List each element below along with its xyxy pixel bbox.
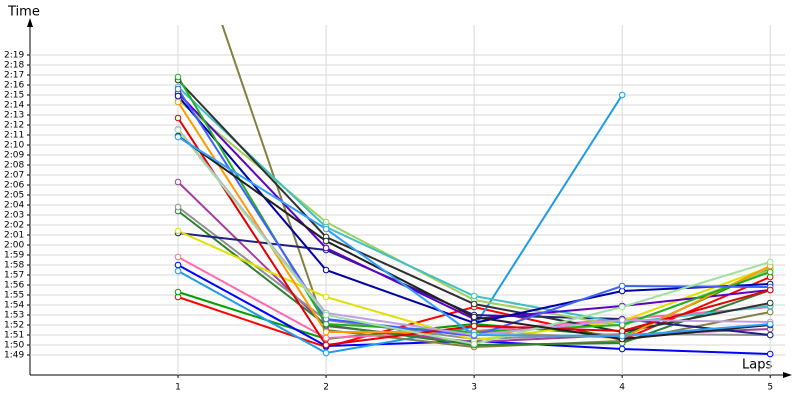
- y-tick-label: 2:14: [4, 101, 24, 111]
- data-point: [618, 332, 626, 340]
- x-tick-label: 5: [767, 383, 773, 393]
- plot-area: [174, 25, 774, 358]
- series-line: [177, 94, 623, 355]
- y-tick-label: 1:49: [4, 351, 24, 361]
- y-tick-label: 2:09: [4, 151, 24, 161]
- data-point: [766, 286, 774, 294]
- data-point: [322, 237, 330, 245]
- y-tick-label: 1:51: [4, 331, 24, 341]
- data-point: [766, 320, 774, 328]
- x-tick-label: 1: [175, 383, 181, 393]
- data-point: [174, 73, 182, 81]
- y-tick-label: 1:58: [4, 261, 24, 271]
- x-axis-arrow: [783, 372, 792, 378]
- data-point: [174, 98, 182, 106]
- y-tick-label: 2:10: [4, 141, 24, 151]
- data-point: [174, 267, 182, 275]
- data-point: [174, 288, 182, 296]
- data-point: [174, 126, 182, 134]
- data-point: [470, 322, 478, 330]
- data-point: [766, 331, 774, 339]
- data-point: [174, 227, 182, 235]
- data-point: [174, 133, 182, 141]
- data-point: [322, 244, 330, 252]
- y-tick-label: 2:08: [4, 161, 24, 171]
- y-tick-label: 1:50: [4, 341, 24, 351]
- data-point: [618, 345, 626, 353]
- y-tick-label: 1:59: [4, 251, 24, 261]
- y-tick-label: 2:11: [4, 131, 24, 141]
- y-axis-label: Time: [7, 5, 40, 20]
- data-point: [618, 316, 626, 324]
- data-point: [174, 92, 182, 100]
- data-point: [322, 293, 330, 301]
- data-point: [470, 313, 478, 321]
- y-tick-label: 2:19: [4, 51, 24, 61]
- y-tick-label: 1:56: [4, 281, 24, 291]
- data-point: [618, 303, 626, 311]
- data-point: [470, 331, 478, 339]
- data-point: [470, 300, 478, 308]
- data-point: [618, 91, 626, 99]
- data-point: [174, 85, 182, 93]
- y-tick-label: 2:16: [4, 81, 24, 91]
- data-point: [322, 225, 330, 233]
- data-point: [174, 114, 182, 122]
- data-point: [322, 311, 330, 319]
- data-point: [766, 350, 774, 358]
- y-tick-label: 2:15: [4, 91, 24, 101]
- data-point: [322, 328, 330, 336]
- data-point: [322, 349, 330, 357]
- y-tick-label: 2:02: [4, 221, 24, 231]
- x-axis-label: Laps: [742, 358, 772, 373]
- y-tick-label: 2:07: [4, 171, 24, 181]
- y-tick-label: 2:04: [4, 201, 24, 211]
- data-point: [174, 261, 182, 269]
- y-tick-label: 1:57: [4, 271, 24, 281]
- y-tick-label: 1:52: [4, 321, 24, 331]
- y-tick-label: 2:18: [4, 61, 24, 71]
- y-tick-label: 2:13: [4, 111, 24, 121]
- data-point: [322, 266, 330, 274]
- data-point: [766, 268, 774, 276]
- y-tick-label: 2:06: [4, 181, 24, 191]
- y-tick-label: 2:17: [4, 71, 24, 81]
- data-point: [174, 178, 182, 186]
- data-point: [766, 299, 774, 307]
- data-point: [174, 253, 182, 261]
- y-tick-label: 2:00: [4, 241, 24, 251]
- data-point: [470, 340, 478, 348]
- y-tick-label: 1:54: [4, 301, 24, 311]
- x-tick-label: 4: [619, 383, 625, 393]
- data-point: [322, 341, 330, 349]
- y-tick-label: 2:03: [4, 211, 24, 221]
- y-tick-label: 2:05: [4, 191, 24, 201]
- data-point: [618, 282, 626, 290]
- data-point: [470, 292, 478, 300]
- y-tick-label: 1:53: [4, 311, 24, 321]
- data-point: [322, 334, 330, 342]
- y-tick-label: 1:55: [4, 291, 24, 301]
- y-tick-label: 2:12: [4, 121, 24, 131]
- x-tick-label: 2: [323, 383, 329, 393]
- data-point: [174, 203, 182, 211]
- x-tick-label: 3: [471, 383, 477, 393]
- y-axis-arrow: [27, 18, 33, 27]
- data-point: [766, 258, 774, 266]
- y-tick-label: 2:01: [4, 231, 24, 241]
